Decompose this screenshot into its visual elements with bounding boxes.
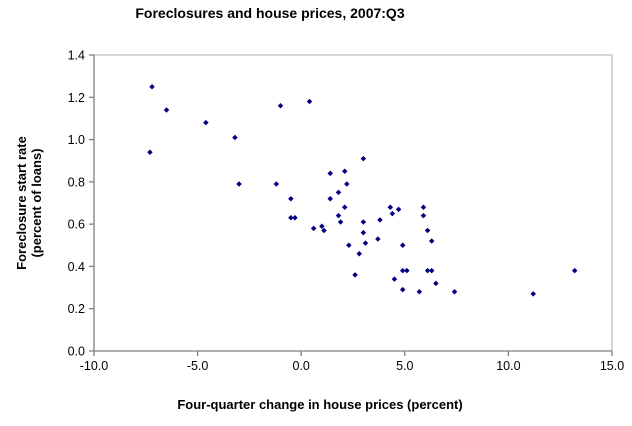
data-point [335,189,342,196]
y-tick-label: 0.2 [68,302,85,316]
data-point [288,196,294,202]
data-point [428,238,435,244]
y-tick-label: 1.4 [68,49,85,63]
data-point [288,215,294,221]
data-point [292,215,298,221]
data-point [273,181,280,187]
x-tick-label: 0.0 [293,359,310,373]
data-point [362,240,369,246]
x-tick-label: 5.0 [396,359,413,373]
data-point [424,267,431,274]
data-point [335,212,342,219]
data-point [420,204,427,210]
data-point [346,242,352,249]
y-tick-label: 1.2 [68,91,85,105]
data-point [352,272,358,278]
chart-title: Foreclosures and house prices, 2007:Q3 [135,5,405,21]
x-axis-title: Four-quarter change in house prices (per… [177,397,463,412]
data-point [327,170,333,177]
data-point [530,291,537,297]
x-tick-label: 10.0 [496,359,520,373]
data-point [420,212,427,219]
data-point [310,225,317,232]
data-point [236,181,242,187]
data-point [306,98,313,105]
data-point [571,267,578,274]
y-tick-label: 1.0 [68,133,85,147]
x-tick-label: -5.0 [187,359,209,373]
data-point [433,280,439,287]
data-point [319,223,325,230]
data-point [356,250,362,257]
data-point [147,149,153,156]
data-point [399,286,406,293]
data-point [451,289,458,295]
x-tick-label: -10.0 [80,359,109,373]
data-point [163,107,170,113]
data-point [277,102,284,109]
y-tick-label: 0.8 [68,175,85,189]
data-point [327,196,333,202]
data-point [232,134,238,141]
data-point [149,83,155,90]
x-tick-label: 15.0 [600,359,624,373]
data-point [337,219,344,225]
data-point [416,289,423,295]
data-point [395,206,402,213]
y-tick-label: 0.0 [68,345,85,359]
data-point [341,204,348,210]
y-tick-label: 0.4 [68,260,85,274]
data-point [203,119,209,126]
data-point [389,210,396,217]
data-point [321,227,327,234]
data-point [377,217,383,223]
data-point [344,181,350,187]
y-tick-label: 0.6 [68,218,85,232]
data-point [360,219,367,225]
data-point [428,267,435,274]
data-point [387,204,394,210]
plot-border [94,54,613,351]
data-point [360,155,367,162]
data-point [341,168,348,175]
data-point [360,229,367,236]
data-point [424,227,431,234]
data-point [404,267,410,274]
data-point [399,267,406,274]
data-point [399,242,406,249]
data-point [391,276,398,282]
data-point [375,236,381,242]
